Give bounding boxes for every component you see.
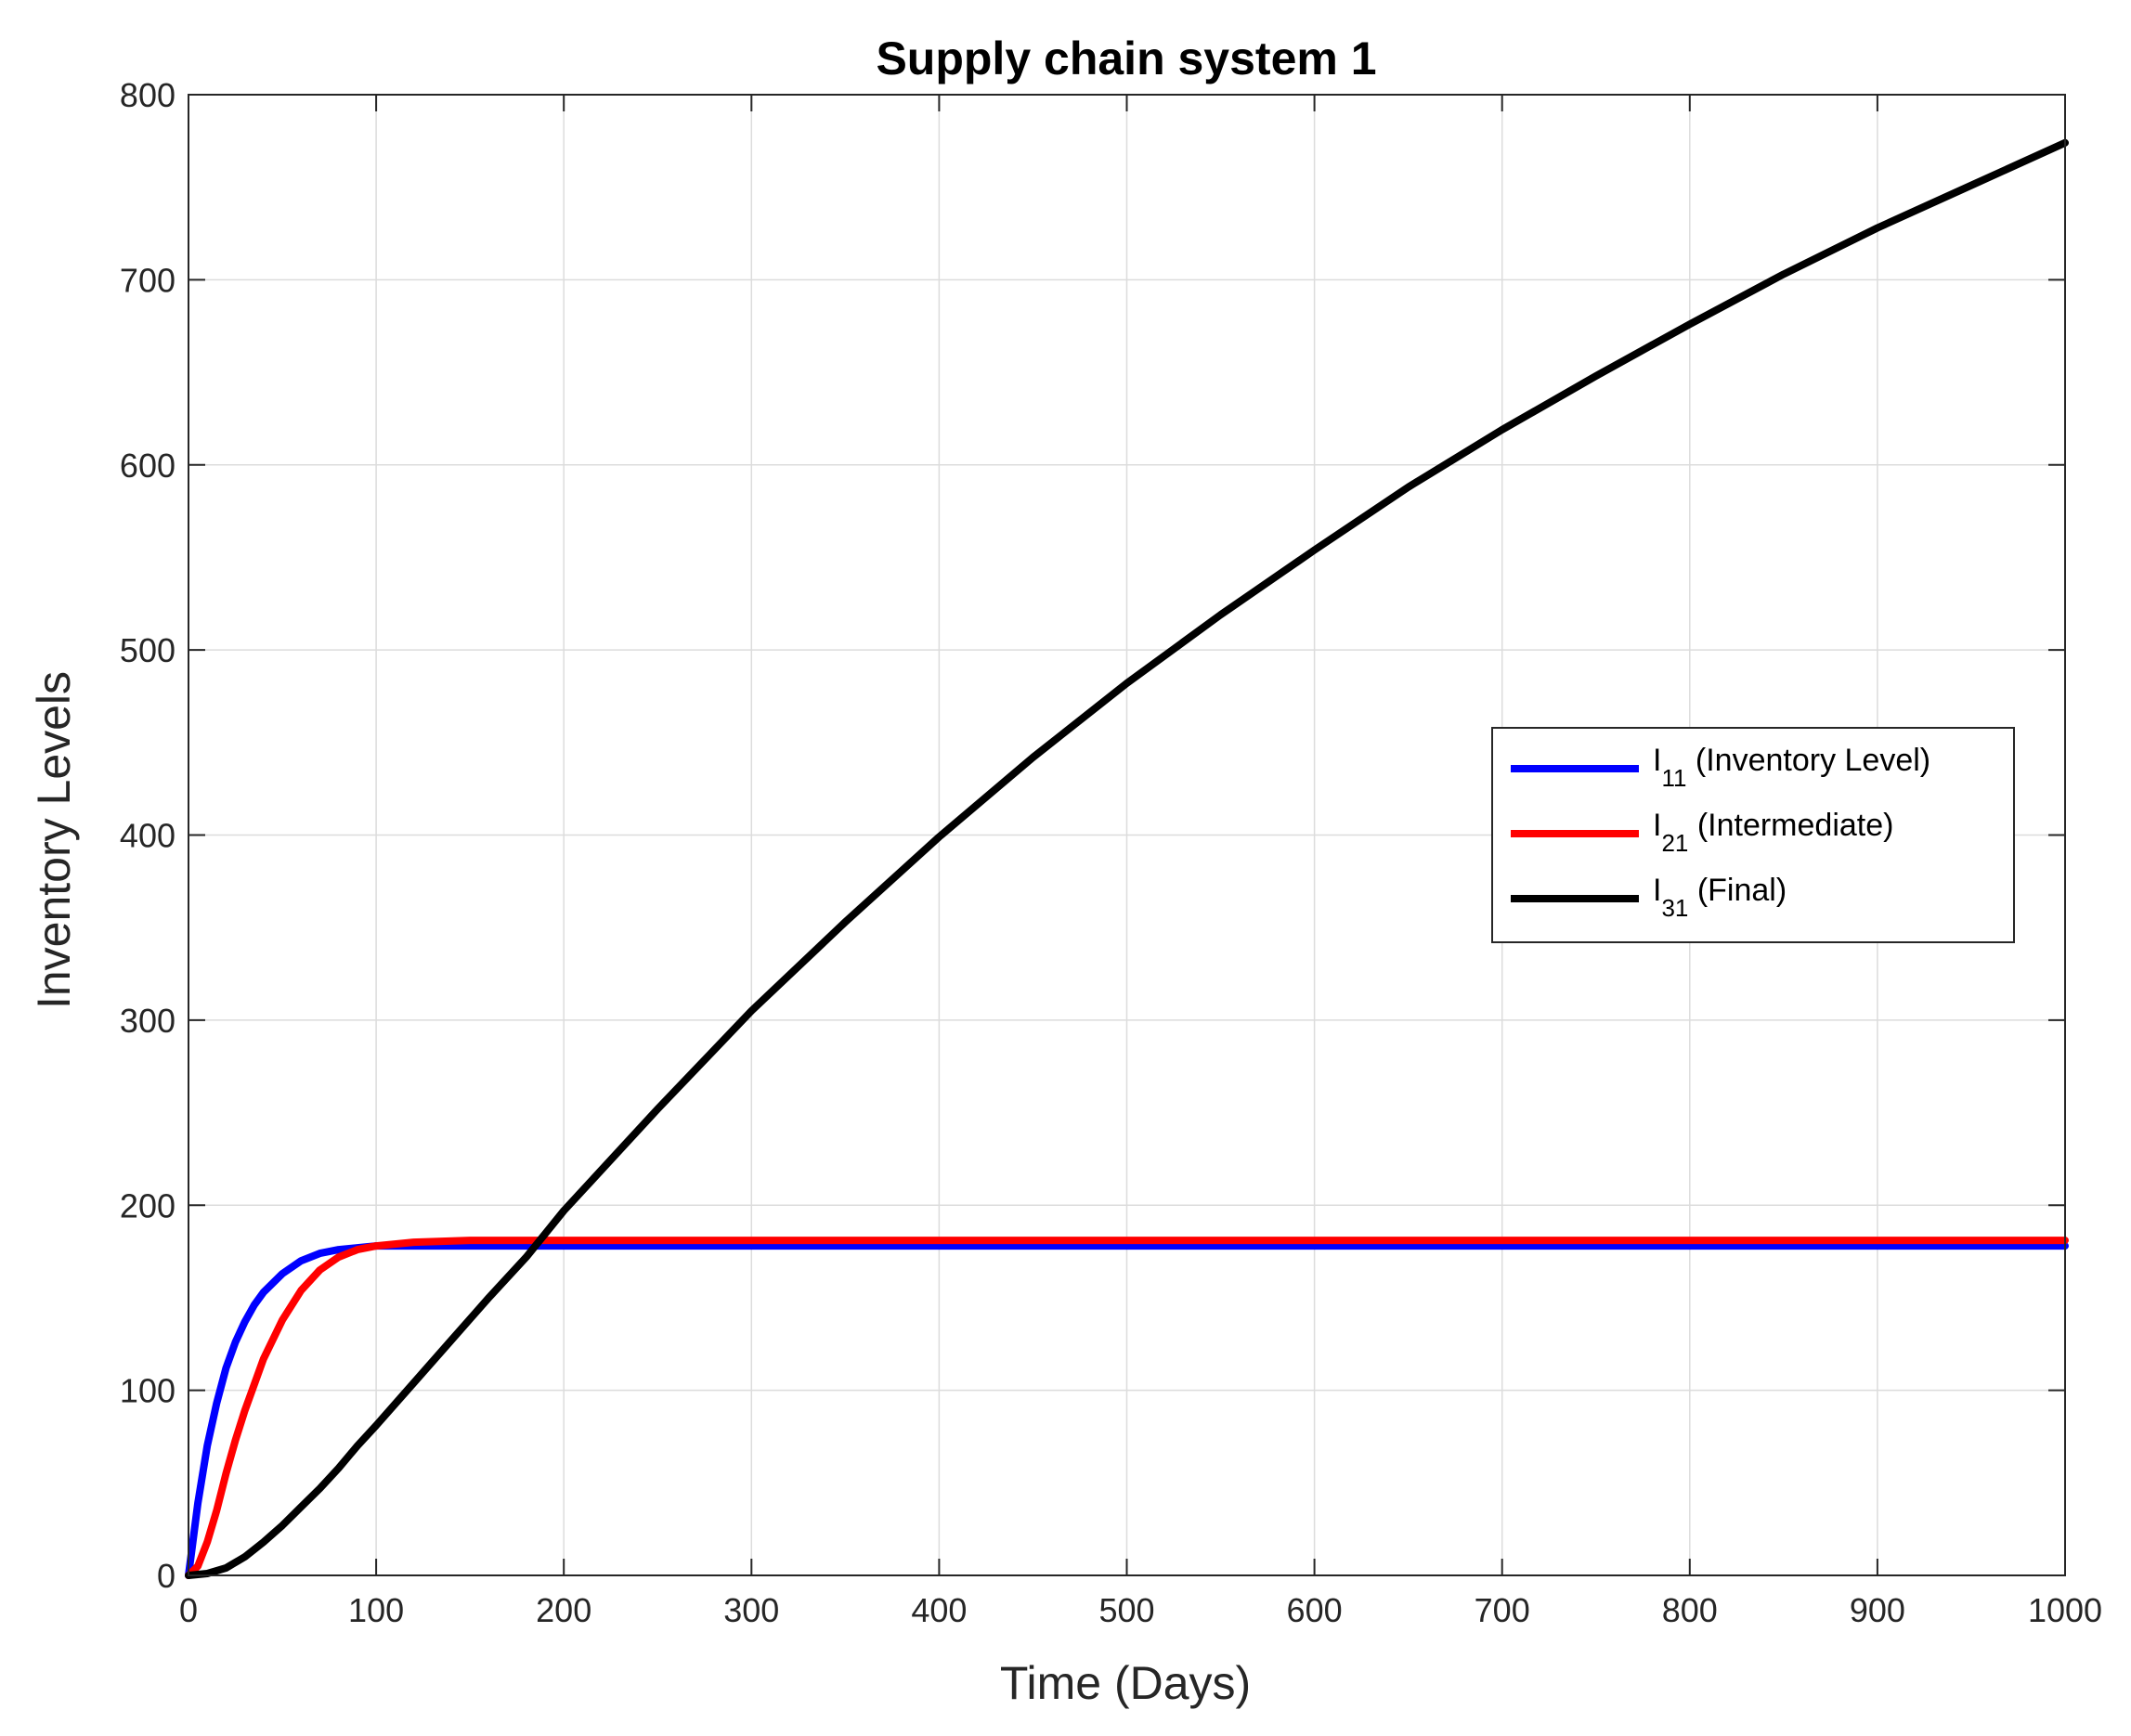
- x-tick-label: 300: [723, 1591, 779, 1629]
- y-tick-label: 0: [157, 1557, 175, 1595]
- series-line-11: [185, 1242, 2069, 1579]
- legend-label-text: (Final): [1688, 873, 1787, 908]
- y-tick-label: 300: [120, 1002, 175, 1040]
- legend-label-main: I: [1653, 808, 1661, 843]
- legend-label-subscript: 11: [1661, 764, 1686, 792]
- series-line-21: [185, 1237, 2069, 1579]
- x-axis-title: Time (Days): [1000, 1657, 1251, 1709]
- legend-label-subscript: 31: [1661, 894, 1688, 922]
- x-tick-label: 500: [1098, 1591, 1154, 1629]
- legend-label-subscript: 21: [1661, 829, 1688, 857]
- series-line-31: [185, 138, 2069, 1579]
- x-tick-label: 0: [179, 1591, 198, 1629]
- y-axis-title: Inventory Levels: [28, 671, 80, 1009]
- y-tick-label: 400: [120, 817, 175, 855]
- legend-entry-11: I11 (Inventory Level): [1653, 743, 1930, 792]
- legend-entry-31: I31 (Final): [1653, 873, 1787, 922]
- legend-label-main: I: [1653, 743, 1661, 778]
- y-tick-label: 600: [120, 447, 175, 485]
- x-tick-label: 400: [911, 1591, 967, 1629]
- legend-label-main: I: [1653, 873, 1661, 908]
- x-tick-label: 900: [1850, 1591, 1905, 1629]
- legend: I11 (Inventory Level)I21 (Intermediate)I…: [1491, 727, 2015, 943]
- chart-title: Supply chain system 1: [876, 32, 1376, 84]
- x-tick-label: 600: [1287, 1591, 1343, 1629]
- y-tick-label: 200: [120, 1186, 175, 1224]
- x-tick-label: 100: [348, 1591, 404, 1629]
- y-tick-label: 100: [120, 1372, 175, 1410]
- x-tick-label: 1000: [2028, 1591, 2102, 1629]
- x-tick-label: 800: [1662, 1591, 1718, 1629]
- legend-entry-21: I21 (Intermediate): [1653, 808, 1893, 857]
- legend-label-text: (Intermediate): [1688, 808, 1893, 843]
- x-tick-label: 200: [536, 1591, 591, 1629]
- y-tick-label: 800: [120, 76, 175, 114]
- y-tick-label: 500: [120, 631, 175, 669]
- axis-ticks: 0 100 200 300 400 500 600 700 800 900 1000 0 100 200 3…: [120, 76, 2102, 1629]
- x-tick-label: 700: [1475, 1591, 1530, 1629]
- legend-label-text: (Inventory Level): [1686, 743, 1930, 778]
- y-tick-label: 700: [120, 261, 175, 299]
- series-lines: [185, 138, 2069, 1579]
